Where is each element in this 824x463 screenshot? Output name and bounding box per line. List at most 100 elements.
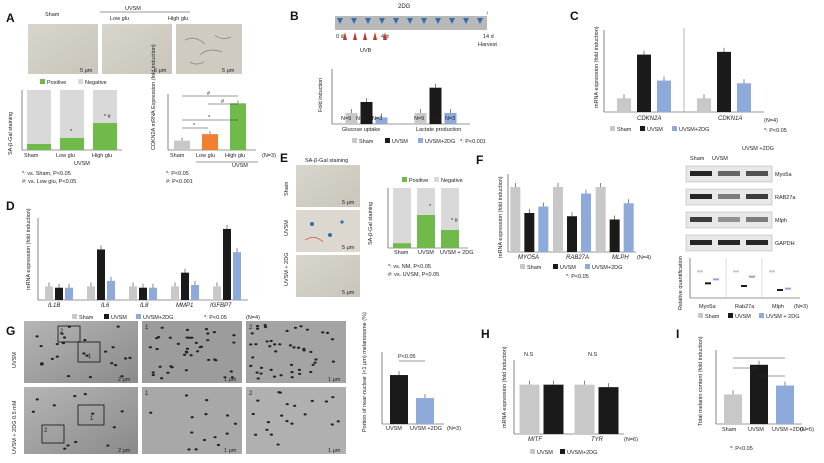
i-chart-bar-2: [776, 385, 794, 424]
a-micrograph-high: [176, 24, 242, 74]
a2-foot-1: *: P<0.05: [166, 171, 189, 177]
f-q-cat-1: Rab27a: [735, 304, 755, 310]
f-blot-band-1-0: [690, 194, 712, 199]
f-wb-l2: Mlph: [775, 218, 787, 224]
f-legend-uvsm-swatch: [553, 264, 558, 269]
g-melanosome-0-19: [158, 365, 162, 368]
a2-xcat-1: Low glu: [196, 153, 215, 159]
e-stack-neg-2: [441, 188, 459, 230]
g-melanosome-3-17: [290, 422, 294, 425]
g-melanosome-3-18: [331, 396, 335, 399]
g-row-1: UVSM + 2DG 0.5 mM: [12, 400, 18, 454]
f-chart-bar-RAB27A-1: [567, 216, 577, 252]
b-2dg-triangle-6: [421, 18, 427, 24]
f-q-mark-Rab27a-0: [733, 270, 739, 273]
g-melanosome-2-3: [194, 448, 198, 451]
e-stack-neg-0: [393, 188, 411, 244]
f-chart-bar-MYO5A-0: [510, 187, 521, 252]
g-melanosome-4-4: [62, 336, 67, 339]
e-ylabel: SA-β-Gal staining: [368, 202, 374, 245]
g-melanosome-4-6: [50, 357, 54, 361]
g-melanosome-0-24: [199, 345, 204, 348]
a-bars2-bar-0: [174, 140, 190, 150]
e-stack-pos-1: [417, 215, 435, 248]
g-melanosome-0-32: [184, 369, 188, 372]
b-legend-uvsm-swatch: [385, 138, 390, 143]
g-melanosome-5-3: [106, 444, 110, 447]
g-melanosome-5-10: [112, 426, 116, 429]
g-melanosome-3-4: [251, 412, 255, 416]
a-xcat-2: High glu: [92, 153, 112, 159]
g-melanosome-3-8: [303, 413, 307, 416]
d-gene-2: IL8: [140, 303, 149, 309]
g-tem-uvsm-overview: [24, 321, 138, 383]
f-blot-band-3-0: [690, 240, 712, 245]
a2-sig-1: *: [208, 115, 211, 121]
g-melanosome-0-35: [212, 331, 216, 334]
b-group-1: Lactate production: [416, 127, 461, 133]
g-melanosome-1-23: [269, 339, 273, 343]
f-western-blots: [685, 165, 773, 252]
f-wb-l1: RAB27a: [775, 195, 796, 201]
a-high-cells: [184, 34, 232, 65]
h-chart-bar-MITF-0: [519, 384, 540, 434]
f-q-mark-Myo5a-0: [697, 270, 703, 273]
f-q-ylabel: Relative quantification: [678, 256, 684, 310]
f-wb-h0: Sham: [690, 156, 705, 162]
g-row-0: UVSM: [12, 352, 18, 368]
f-chart-bar-MLPH-2: [623, 203, 634, 252]
f-q-mark-Rab27a-2: [749, 275, 755, 278]
f-chart-bar-MLPH-0: [595, 187, 606, 252]
e-scale-3: 5 μm: [342, 290, 355, 296]
g-melanosome-0-6: [204, 328, 209, 331]
a-legend-positive-swatch: [40, 79, 45, 84]
d-chart-bar-IL1B-2: [65, 287, 73, 300]
panel-c-label: C: [570, 9, 579, 23]
g-melanosome-5-9: [63, 447, 67, 450]
b-foot: *: P<0.001: [460, 139, 486, 145]
a-ylabel: SA-β-Gal staining: [8, 112, 14, 155]
panel-f-label: F: [476, 153, 483, 167]
c-n: (N=4): [764, 118, 778, 124]
f-chart-bar-RAB27A-2: [581, 193, 591, 252]
e-stacked-chart: [387, 188, 468, 249]
g-melanosome-1-25: [263, 323, 267, 327]
g-melanosome-1-42: [309, 350, 313, 354]
h-ns-1: N.S: [588, 352, 598, 358]
d-chart: [37, 218, 248, 301]
g-melanosome-4-15: [123, 357, 128, 360]
d-chart-bar-IL6-1: [97, 249, 105, 300]
g-pval: P<0.05: [398, 354, 416, 360]
g-melanosome-5-5: [73, 394, 77, 398]
g-melanosome-3-12: [256, 399, 260, 402]
g-melanosome-4-24: [82, 352, 86, 355]
a-micrograph-sham: [28, 24, 98, 74]
g-melanosome-1-14: [309, 370, 313, 374]
b-2dg-triangle-8: [449, 18, 455, 24]
g-melanosome-1-19: [325, 331, 330, 334]
g-melanosome-4-16: [110, 362, 114, 365]
g-tem-2dg-inset-1: [142, 387, 242, 454]
g-melanosome-5-2: [66, 444, 70, 447]
g-melanosome-0-26: [156, 335, 161, 339]
g-melanosome-0-27: [185, 328, 190, 331]
d-gene-3: MMP1: [176, 303, 193, 309]
b-chart-bar-Lactate production-2: [444, 113, 457, 124]
h-legend-uvsm: UVSM: [537, 450, 553, 456]
a-stack-neg-2: [93, 90, 117, 123]
g-melanosome-3-13: [293, 404, 297, 407]
a2-xcat-2: High glu: [225, 153, 245, 159]
d-legend-uvsm-swatch: [104, 314, 109, 319]
g-scale-d: 2 μm: [118, 448, 131, 454]
e-xcat-0: Sham: [394, 250, 409, 256]
g-tem-uvsm-inset-2: [246, 321, 346, 383]
f-legend-uvsm: UVSM: [560, 265, 576, 271]
a2-sig-3: #: [207, 91, 211, 97]
g-melanosome-1-26: [305, 328, 310, 331]
b-2dg-triangle-9: [463, 18, 469, 24]
a-bars2-bar-2: [230, 103, 246, 150]
g-melanosome-1-12: [250, 332, 254, 335]
b-2dg-triangle-1: [351, 18, 357, 24]
f-q-mark-Mlph-1: [777, 289, 783, 291]
g-melanosome-4-19: [128, 356, 132, 359]
